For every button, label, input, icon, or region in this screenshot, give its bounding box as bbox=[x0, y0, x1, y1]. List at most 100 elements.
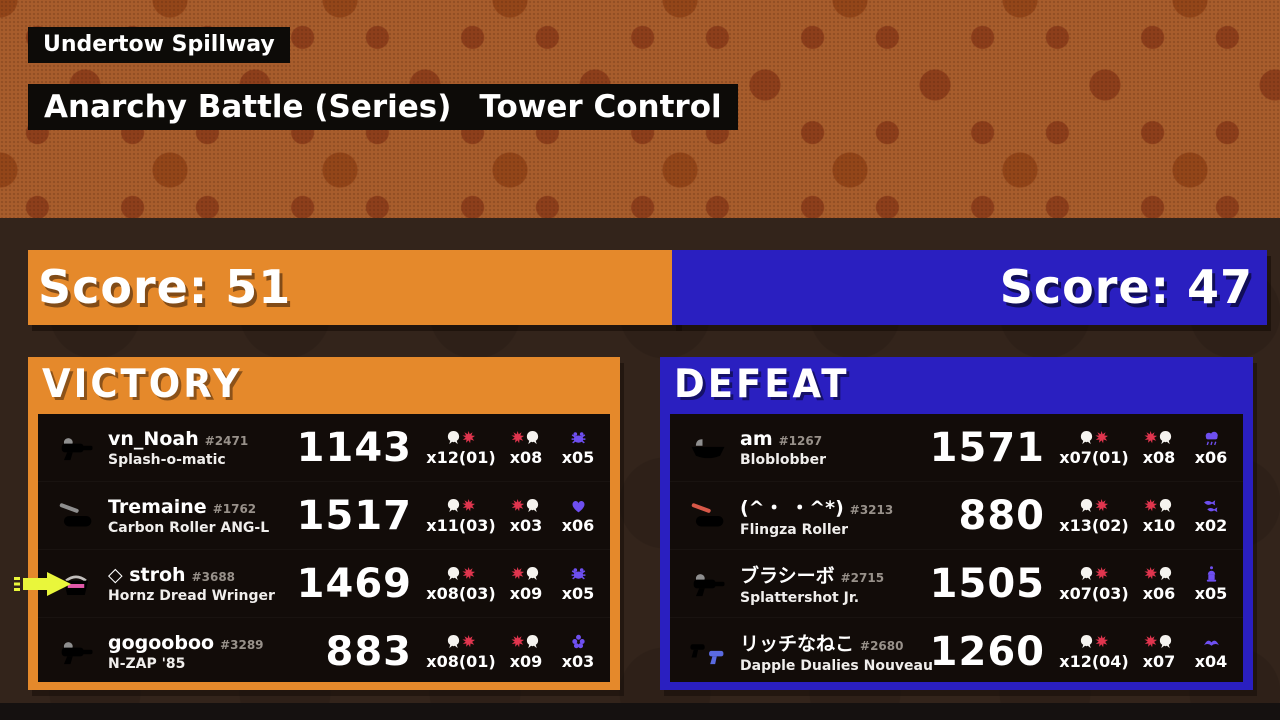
specials-value: x06 bbox=[561, 515, 595, 535]
death-icon bbox=[1135, 497, 1183, 515]
team-bravo-score-bar: Score: 47 bbox=[672, 250, 1267, 325]
death-icon bbox=[1135, 429, 1183, 447]
kill-icon bbox=[420, 633, 502, 651]
deaths-stat: x08 bbox=[1135, 429, 1183, 467]
weapon-icon bbox=[686, 636, 730, 668]
deaths-stat: x09 bbox=[502, 633, 550, 671]
weapon-icon bbox=[54, 636, 98, 668]
specials-stat: x05 bbox=[550, 429, 606, 467]
player-tag: #1267 bbox=[778, 433, 823, 448]
kill-icon bbox=[1053, 565, 1135, 583]
player-name: am bbox=[740, 427, 773, 450]
player-stats: x08(03) x09 x05 bbox=[420, 565, 606, 603]
deaths-value: x08 bbox=[1142, 447, 1176, 467]
weapon-name: Splattershot Jr. bbox=[740, 590, 860, 606]
deaths-value: x08 bbox=[509, 447, 543, 467]
kills-stat: x12(01) bbox=[420, 429, 502, 467]
points-value: 1517 bbox=[296, 492, 412, 539]
points-value: 880 bbox=[958, 492, 1045, 539]
player-stats: x13(02) x10 x02 bbox=[1053, 497, 1239, 535]
kills-stat: x07(03) bbox=[1053, 565, 1135, 603]
kills-value: x08(01) bbox=[426, 651, 496, 671]
kills-stat: x12(04) bbox=[1053, 633, 1135, 671]
points-value: 1571 bbox=[929, 424, 1045, 471]
kills-stat: x13(02) bbox=[1053, 497, 1135, 535]
deaths-value: x06 bbox=[1142, 583, 1176, 603]
bird-special-icon bbox=[1183, 633, 1239, 651]
specials-value: x02 bbox=[1194, 515, 1228, 535]
weapon-name: Carbon Roller ANG-L bbox=[108, 519, 270, 536]
kill-icon bbox=[420, 429, 502, 447]
defeat-title: DEFEAT bbox=[674, 361, 850, 407]
player-row-self: ◇ stroh #3688 Hornz Dread Wringer 1469 x0… bbox=[14, 549, 610, 617]
player-stats: x07(03) x06 x05 bbox=[1053, 565, 1239, 603]
kills-stat: x11(03) bbox=[420, 497, 502, 535]
player-tag: #2715 bbox=[840, 571, 885, 585]
player-row: ブラシーボ #2715 Splattershot Jr. 1505 x07(03)… bbox=[670, 549, 1243, 617]
kills-stat: x07(01) bbox=[1053, 429, 1135, 467]
death-icon bbox=[502, 497, 550, 515]
player-stats: x07(01) x08 x06 bbox=[1053, 429, 1239, 467]
player-identity: vn_Noah #2471 Splash-o-matic bbox=[108, 428, 248, 468]
player-name: vn_Noah bbox=[108, 427, 199, 450]
fish-special-icon bbox=[1183, 497, 1239, 515]
death-icon bbox=[1135, 633, 1183, 651]
specials-stat: x04 bbox=[1183, 633, 1239, 671]
bravo-score-text: Score: 47 bbox=[999, 260, 1253, 314]
player-identity: リッチなねこ #2680 Dapple Dualies Nouveau bbox=[740, 629, 933, 674]
specials-value: x06 bbox=[1194, 447, 1228, 467]
crab-special-icon bbox=[550, 565, 606, 583]
kills-value: x12(04) bbox=[1059, 651, 1129, 671]
deaths-value: x10 bbox=[1142, 515, 1176, 535]
specials-value: x04 bbox=[1194, 651, 1228, 671]
player-identity: ブラシーボ #2715 Splattershot Jr. bbox=[740, 561, 884, 606]
player-stats: x12(01) x08 x05 bbox=[420, 429, 606, 467]
player-name: gogooboo bbox=[108, 631, 215, 654]
player-name: Tremaine bbox=[108, 495, 207, 518]
kill-icon bbox=[420, 565, 502, 583]
player-identity: (^・ ・^*) #3213 Flingza Roller bbox=[740, 493, 893, 538]
player-row: am #1267 Bloblobber 1571 x07(01) x08 x06 bbox=[670, 414, 1243, 481]
kill-icon bbox=[420, 497, 502, 515]
defeat-player-list: am #1267 Bloblobber 1571 x07(01) x08 x06 bbox=[670, 414, 1243, 682]
points-value: 1260 bbox=[929, 628, 1045, 675]
weapon-icon bbox=[686, 500, 730, 532]
player-row: リッチなねこ #2680 Dapple Dualies Nouveau 1260 … bbox=[670, 617, 1243, 685]
deaths-value: x09 bbox=[509, 583, 543, 603]
crab-special-icon bbox=[550, 429, 606, 447]
player-name: ブラシーボ bbox=[740, 565, 835, 587]
player-tag: #3289 bbox=[220, 637, 264, 652]
kills-value: x07(01) bbox=[1059, 447, 1129, 467]
player-tag: #3213 bbox=[849, 503, 894, 517]
player-row: Tremaine #1762 Carbon Roller ANG-L 1517 x… bbox=[38, 481, 610, 549]
player-row: (^・ ・^*) #3213 Flingza Roller 880 x13(02)… bbox=[670, 481, 1243, 549]
victory-title: VICTORY bbox=[42, 361, 243, 407]
deaths-value: x07 bbox=[1142, 651, 1176, 671]
death-icon bbox=[502, 429, 550, 447]
team-alpha-score-bar: Score: 51 bbox=[28, 250, 678, 325]
death-icon bbox=[502, 633, 550, 651]
kill-icon bbox=[1053, 429, 1135, 447]
specials-value: x03 bbox=[561, 651, 595, 671]
player-stats: x12(04) x07 x04 bbox=[1053, 633, 1239, 671]
player-identity: ◇ stroh #3688 Hornz Dread Wringer bbox=[108, 564, 275, 604]
deaths-stat: x07 bbox=[1135, 633, 1183, 671]
stage-name: Undertow Spillway bbox=[43, 32, 275, 57]
player-name: リッチなねこ bbox=[740, 633, 855, 655]
deaths-stat: x09 bbox=[502, 565, 550, 603]
rain-cloud-special-icon bbox=[1183, 429, 1239, 447]
kills-value: x07(03) bbox=[1059, 583, 1129, 603]
deaths-stat: x10 bbox=[1135, 497, 1183, 535]
deaths-stat: x06 bbox=[1135, 565, 1183, 603]
specials-stat: x05 bbox=[550, 565, 606, 603]
heart-special-icon bbox=[550, 497, 606, 515]
specials-stat: x06 bbox=[550, 497, 606, 535]
weapon-icon bbox=[686, 432, 730, 464]
specials-stat: x05 bbox=[1183, 565, 1239, 603]
cluster-special-icon bbox=[550, 633, 606, 651]
kill-icon bbox=[1053, 497, 1135, 515]
specials-stat: x02 bbox=[1183, 497, 1239, 535]
points-value: 1469 bbox=[296, 560, 412, 607]
kill-icon bbox=[1053, 633, 1135, 651]
death-icon bbox=[1135, 565, 1183, 583]
